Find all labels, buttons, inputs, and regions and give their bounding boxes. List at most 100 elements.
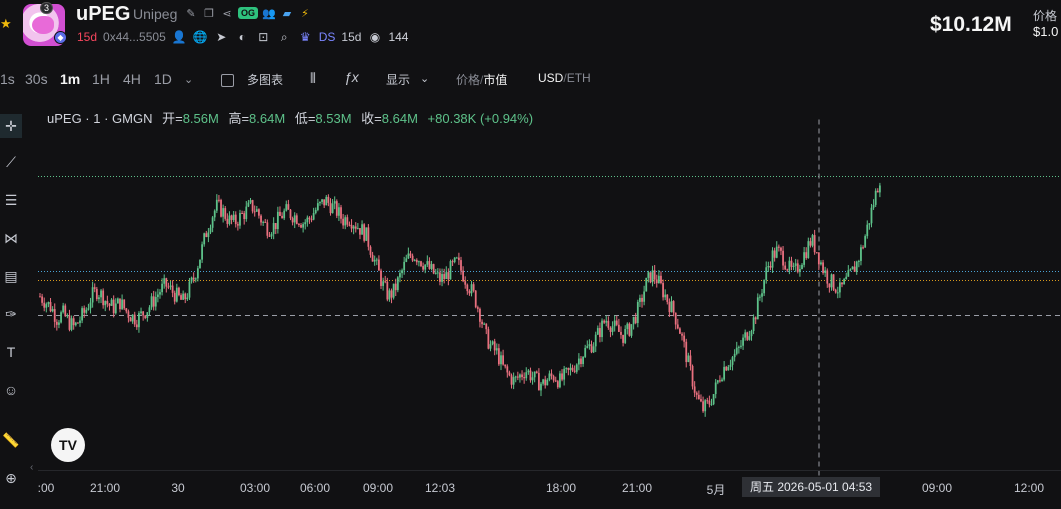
candle-body [716,380,719,383]
timeframe-1s[interactable]: 1s [0,71,15,87]
explorer-icon[interactable]: ◐ [238,30,246,44]
candle-body [788,260,791,271]
verified-icon[interactable]: ▰ [282,7,292,20]
dex-screener-label[interactable]: DS [318,30,336,44]
candle-body [100,290,102,298]
people-icon[interactable]: 👥 [262,7,276,20]
brush-tool-icon[interactable]: ✑ [5,305,17,322]
timeframe-1m[interactable]: 1m [60,71,81,87]
candle-body [828,283,831,288]
candle-body [127,311,130,318]
trend-line-tool-icon[interactable]: ⟋ [6,153,16,170]
token-avatar[interactable]: 3 ◆ [23,2,67,46]
candle-body [552,376,555,381]
candle-body [805,252,808,258]
timeframe-4h[interactable]: 4H [123,71,141,87]
candle-body [826,270,829,284]
fib-tool-icon[interactable]: ▤ [4,267,18,284]
edit-icon[interactable]: ✎ [186,7,196,20]
currency-toggle[interactable]: USD/ETH [538,71,591,85]
candle-body [681,333,683,336]
candle-body [546,379,549,386]
zoom-in-tool-icon[interactable]: ⊕ [5,469,17,486]
indicators-fx-icon[interactable]: ƒx [344,69,359,85]
candle-body [820,262,822,265]
holder-icon[interactable]: 👤 [171,30,187,44]
candle-body [832,274,835,290]
candle-body [287,204,290,210]
candle-body [483,323,486,325]
timeframe-chevron-down-icon[interactable]: ⌄ [184,74,194,86]
lightning-icon[interactable]: ⚡ [301,7,309,20]
multi-chart-checkbox[interactable] [221,74,234,87]
candle-body [363,224,366,241]
candle-body [255,209,258,212]
candle-body [626,323,629,330]
eth-toggle-option[interactable]: ETH [566,71,591,85]
candle-body [853,266,856,272]
horizontal-lines-tool-icon[interactable]: ☰ [4,191,18,208]
display-chevron-down-icon[interactable]: ⌄ [420,73,430,85]
price-toggle-option[interactable]: 价格 [456,73,481,87]
tradingview-logo-icon[interactable]: TV [51,428,85,462]
display-menu[interactable]: 显示 [386,73,411,87]
timeframe-30s[interactable]: 30s [25,71,48,87]
scroll-left-icon[interactable]: ‹ [30,462,34,473]
candle-body [396,277,399,291]
candle-body [95,288,98,300]
crosshair-tool-icon[interactable]: ✛ [0,114,22,138]
candle-body [470,284,473,294]
candle-body [489,344,492,349]
candle-body [447,272,450,280]
price-mcap-toggle[interactable]: 价格/市值 [456,71,507,88]
time-tick: 18:00 [545,481,577,495]
mcap-toggle-option[interactable]: 市值 [483,73,508,87]
telegram-icon[interactable]: ➤ [216,30,227,44]
candle-body [613,320,616,327]
ruler-tool-icon[interactable]: 📏 [2,431,20,448]
community-icon[interactable]: ⊡ [258,30,269,44]
candle-body [253,211,256,213]
candle-body [304,222,307,225]
pattern-tool-icon[interactable]: ⋈ [4,229,18,246]
candle-body [329,202,332,214]
price-value: $1.0 [1033,24,1059,39]
candle-body [321,199,323,202]
candle-body [740,345,742,347]
timeframe-1d[interactable]: 1D [154,71,172,87]
candle-body [664,294,667,298]
candle-body [169,285,172,287]
time-tick: :00 [37,481,55,495]
emoji-tool-icon[interactable]: ☺ [3,382,19,398]
share-icon[interactable]: ⋖ [222,7,232,20]
candle-body [279,211,281,216]
crown-icon[interactable]: ♛ [299,30,311,44]
text-tool-icon[interactable]: T [6,344,16,360]
candle-body [386,281,389,300]
favorite-star-icon[interactable]: ★ [0,16,12,31]
candle-body [289,209,292,219]
multi-chart-label[interactable]: 多图表 [247,73,284,87]
candle-body [737,346,740,348]
candle-body [525,372,528,379]
candle-body [649,272,652,283]
legend-open-value: 8.56M [182,111,219,126]
contract-address[interactable]: 0x44...5505 [103,30,166,44]
candle-body [55,321,58,325]
candle-body [870,207,873,224]
timeframe-1h[interactable]: 1H [92,71,110,87]
usd-toggle-option[interactable]: USD [538,71,564,85]
candle-body [215,199,218,211]
header-action-icons: ✎ ❐ ⋖ OG 👥 ▰ ⚡ [184,5,312,21]
candle-body [845,276,848,280]
candle-body [180,295,182,300]
candle-type-icon[interactable]: ⫴ [310,70,316,86]
search-icon[interactable]: ⌕ [280,29,288,44]
candle-body [331,203,334,214]
copy-icon[interactable]: ❐ [204,7,214,20]
price-chart[interactable] [38,96,1061,509]
candle-body [291,218,294,223]
market-cap-value: $10.12M [930,13,1012,36]
website-icon[interactable]: 🌐 [192,30,208,44]
candle-body [323,199,326,206]
